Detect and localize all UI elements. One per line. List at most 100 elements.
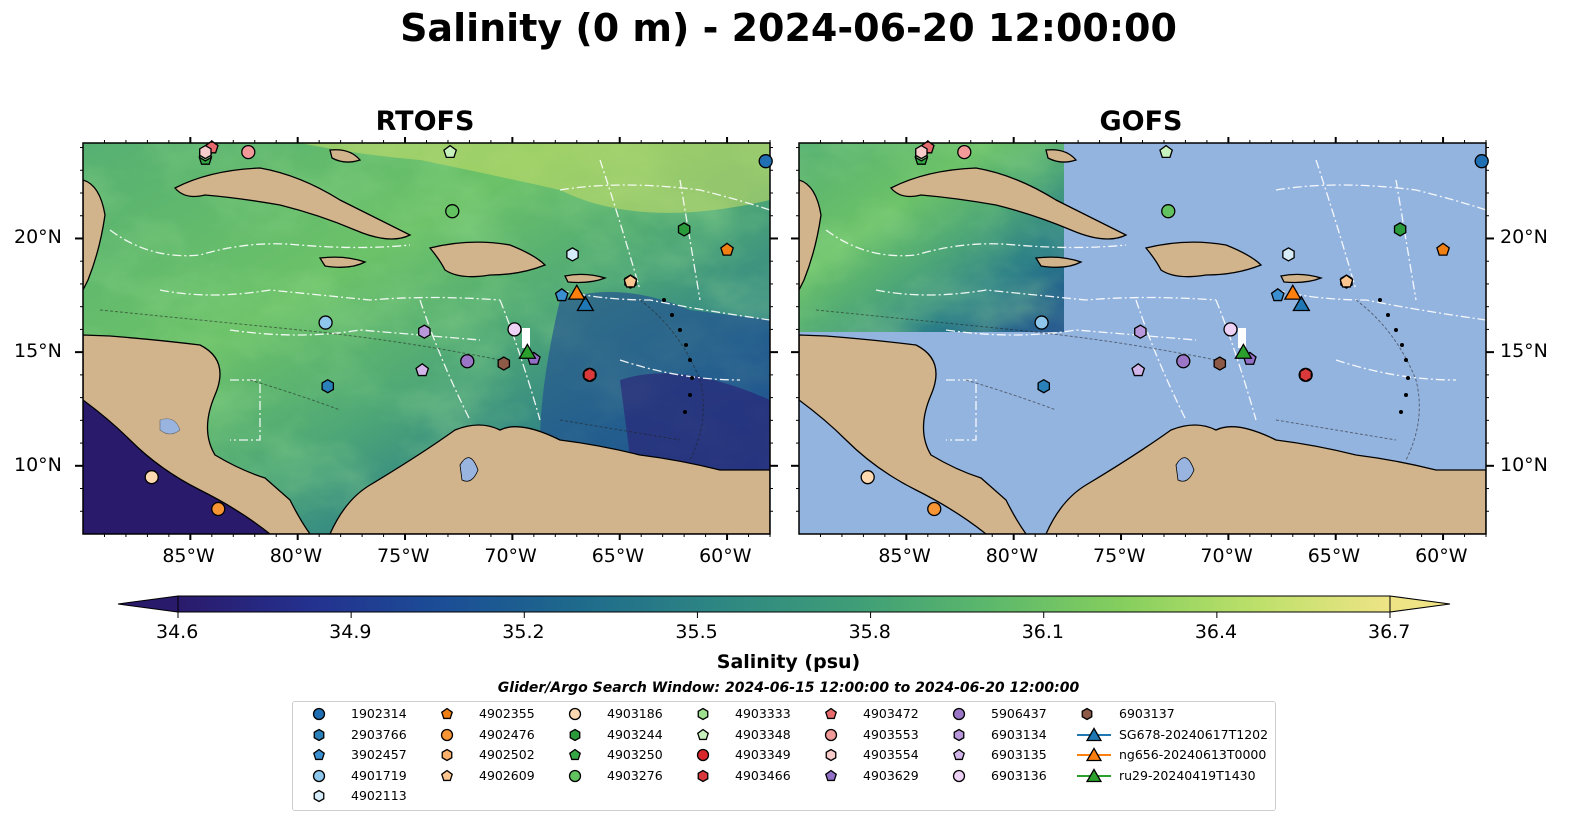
lon-tick-label: 65°W (1307, 545, 1361, 567)
panel-title-rtofs: RTOFS (375, 106, 475, 137)
lat-tick-label: 20°N (14, 226, 62, 249)
circle-marker-icon (312, 769, 326, 782)
obs-marker-4902355 (1436, 242, 1451, 256)
circle-marker-icon (824, 728, 838, 741)
legend-label: 4902355 (479, 706, 535, 721)
legend-label: 1902314 (351, 706, 407, 721)
obs-marker-4903244 (677, 222, 691, 237)
obs-marker-4903553 (957, 144, 972, 160)
lon-tick-label: 85°W (878, 545, 931, 567)
lon-tick-label: 75°W (377, 545, 430, 567)
obs-marker-4903348 (1159, 144, 1174, 159)
hexagon-marker-icon (313, 789, 325, 803)
obs-marker-4902476 (927, 501, 942, 517)
colorbar-label: Salinity (psu) (716, 651, 861, 673)
obs-marker-4902609 (1339, 274, 1354, 288)
hexagon-marker-icon (441, 748, 453, 762)
lat-tick-label: 15°N (1500, 340, 1548, 363)
circle-marker-icon (952, 769, 966, 782)
legend-label: 4903472 (863, 706, 919, 721)
obs-marker-ru29-20240419T1430 (518, 343, 537, 359)
legend: 1902314 2903766 3902457 4901719 4902113 49023… (292, 701, 1276, 811)
lon-tick-label: 80°W (269, 545, 323, 567)
obs-marker-SG678-20240617T1202 (576, 295, 595, 312)
legend-label: 4902502 (479, 747, 535, 762)
legend-label: 4903348 (735, 726, 791, 742)
circle-marker-icon (440, 728, 454, 741)
pentagon-marker-icon (953, 748, 965, 761)
observation-markers-rtofs (144, 140, 773, 517)
legend-label: 4903553 (863, 726, 919, 742)
obs-marker-ng656-20240613T0000 (567, 284, 586, 300)
pentagon-marker-icon (825, 707, 837, 720)
circle-marker-icon (568, 769, 582, 782)
circle-marker-icon (568, 707, 582, 721)
legend-label: 4903186 (607, 706, 663, 721)
legend-label: 4903276 (607, 767, 663, 783)
legend-label: 6903137 (1119, 706, 1175, 721)
obs-marker-4902113 (1282, 247, 1295, 262)
colorbar-tick-label: 35.2 (502, 621, 545, 643)
legend-label: 3902457 (351, 747, 407, 762)
obs-marker-4903554 (199, 144, 212, 160)
obs-marker-6903136 (507, 322, 522, 337)
triangle-marker-icon (1085, 747, 1103, 762)
lat-tick-label: 15°N (14, 340, 62, 363)
hexagon-marker-icon (697, 769, 709, 782)
hexagon-marker-icon (953, 728, 965, 741)
legend-label: 4901719 (351, 767, 407, 783)
obs-marker-4903276 (1161, 204, 1176, 219)
legend-label: 5906437 (991, 706, 1047, 721)
obs-marker-4901719 (1034, 315, 1049, 330)
obs-marker-5906437 (1176, 354, 1191, 369)
observation-markers-gofs (860, 140, 1489, 517)
obs-marker-4903276 (445, 204, 460, 219)
obs-marker-4903553 (241, 144, 256, 160)
lon-tick-label: 70°W (1200, 545, 1253, 567)
legend-label: ru29-20240419T1430 (1119, 767, 1256, 783)
land-mass (83, 149, 770, 534)
legend-label: 4902113 (351, 788, 407, 803)
lon-tick-label: 60°W (1415, 545, 1468, 567)
legend-label: 6903134 (991, 726, 1047, 742)
obs-marker-6903134 (1134, 324, 1147, 339)
obs-marker-4903348 (443, 144, 458, 159)
colorbar-tick-label: 35.5 (675, 621, 718, 643)
obs-marker-4902476 (211, 501, 226, 517)
legend-label: 4903466 (735, 767, 791, 783)
lat-tick-label: 10°N (1500, 453, 1548, 476)
search-window-text: Glider/Argo Search Window: 2024-06-15 12… (497, 680, 1080, 696)
triangle-marker-icon (1085, 726, 1103, 741)
obs-marker-6903135 (415, 363, 430, 377)
lon-tick-label: 80°W (985, 545, 1039, 567)
obs-marker-3902457 (1270, 288, 1285, 302)
obs-marker-6903137 (497, 356, 511, 371)
hexagon-marker-icon (1081, 707, 1093, 721)
colorbar (117, 595, 1451, 618)
obs-marker-SG678-20240617T1202 (1292, 295, 1311, 312)
lon-tick-label: 85°W (162, 545, 215, 567)
colorbar-tick-label: 36.1 (1021, 621, 1065, 643)
hexagon-marker-icon (697, 707, 709, 721)
circle-marker-icon (312, 707, 326, 721)
obs-marker-6903134 (418, 324, 431, 339)
pentagon-marker-icon (441, 707, 453, 720)
map-panel-rtofs (83, 143, 770, 534)
figure-title: Salinity (0 m) - 2024-06-20 12:00:00 (400, 6, 1177, 50)
legend-label: ng656-20240613T0000 (1119, 747, 1267, 762)
legend-label: 4902609 (479, 767, 535, 783)
obs-marker-4903186 (144, 470, 159, 485)
circle-marker-icon (952, 707, 966, 721)
obs-marker-4903466 (1299, 367, 1312, 383)
colorbar-tick-label: 34.6 (156, 621, 199, 643)
obs-marker-2903766 (321, 378, 335, 394)
obs-marker-4903244 (1393, 222, 1407, 237)
legend-label: 4903244 (607, 726, 663, 742)
legend-label: 4903554 (863, 747, 919, 762)
pentagon-marker-icon (313, 748, 325, 761)
hexagon-marker-icon (825, 748, 837, 762)
map-panel-gofs (799, 143, 1486, 534)
pentagon-marker-icon (441, 769, 453, 781)
obs-marker-1902314 (758, 154, 773, 169)
